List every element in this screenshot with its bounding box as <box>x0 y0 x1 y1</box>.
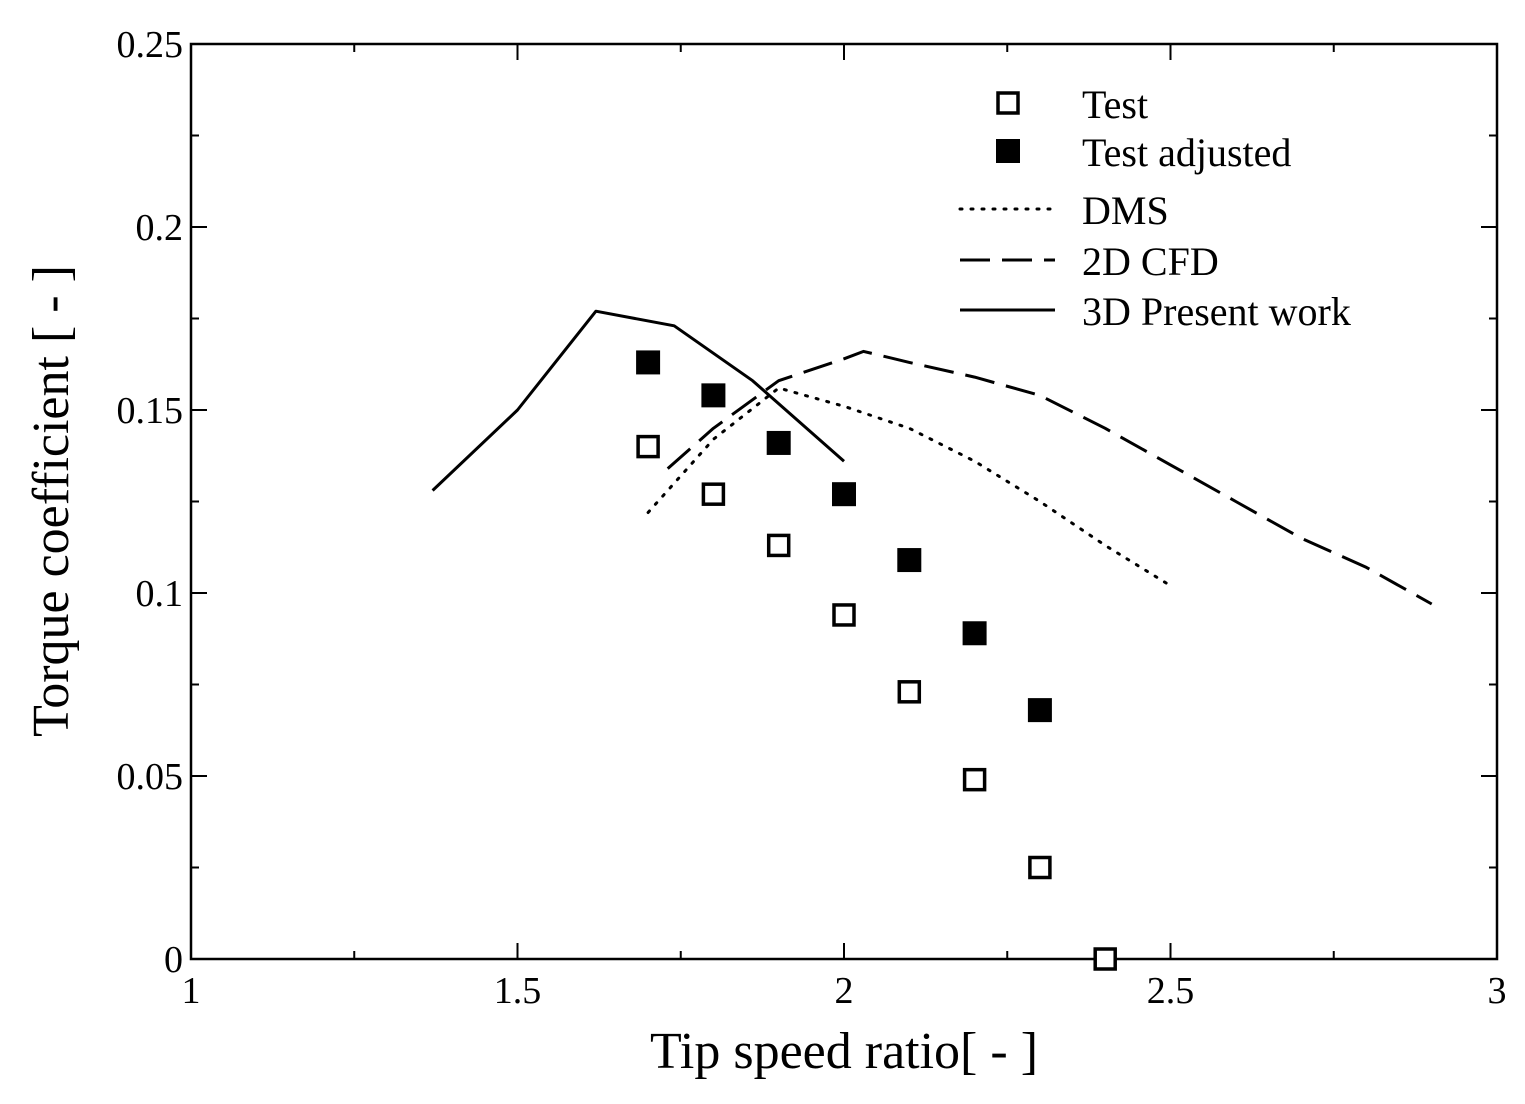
y-tick-label: 0.1 <box>136 573 184 615</box>
y-tick-label: 0 <box>164 939 183 981</box>
y-tick-label: 0.2 <box>136 207 184 249</box>
legend-marker <box>996 91 1020 115</box>
x-tick-label: 1.5 <box>494 970 542 1012</box>
data-point-test-adjusted <box>897 548 922 573</box>
data-point-test <box>636 434 660 459</box>
y-axis-title: Torque coefficient [ - ] <box>23 265 80 737</box>
data-point-test-adjusted <box>1027 698 1052 723</box>
series-line-dms <box>646 386 1172 588</box>
data-point-test <box>897 680 922 704</box>
legend-marker <box>996 139 1020 163</box>
data-point-test <box>1028 855 1052 880</box>
y-tick-label: 0.05 <box>117 756 184 798</box>
data-point-test-adjusted <box>962 621 987 646</box>
data-point-test <box>766 533 791 558</box>
y-tick-label: 0.25 <box>117 24 184 66</box>
series-layer <box>431 309 1433 971</box>
x-axis-title: Tip speed ratio[ - ] <box>650 1023 1038 1080</box>
data-point-test <box>962 767 987 792</box>
data-point-test-adjusted <box>636 350 661 375</box>
data-point-test-adjusted <box>766 430 791 455</box>
x-tick-label: 1 <box>182 970 201 1012</box>
series-line-3d-present-work <box>431 309 845 492</box>
legend-label: Test adjusted <box>1082 130 1291 175</box>
data-point-test-adjusted <box>701 383 726 408</box>
data-point-test <box>832 603 856 627</box>
series-line-2d-cfd <box>666 349 1433 606</box>
legend-label: 3D Present work <box>1082 289 1351 334</box>
x-tick-label: 2.5 <box>1147 970 1195 1012</box>
legend-label: 2D CFD <box>1082 239 1219 284</box>
x-tick-label: 3 <box>1488 970 1507 1012</box>
legend-label: Test <box>1082 82 1148 127</box>
y-tick-label: 0.15 <box>117 390 184 432</box>
data-point-test-adjusted <box>832 482 856 507</box>
legend-label: DMS <box>1082 188 1169 233</box>
data-point-test <box>701 482 726 506</box>
axis-ticks <box>190 43 1498 960</box>
x-tick-label: 2 <box>835 970 854 1012</box>
axis-tick-labels: 1 1.5 2 2.5 3 0 0.05 0.1 0.15 0.2 0.25 <box>117 24 1507 1012</box>
data-point-test <box>1093 947 1117 971</box>
